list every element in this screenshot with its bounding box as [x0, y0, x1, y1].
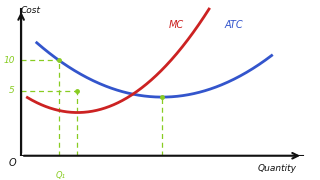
Text: MC: MC	[168, 20, 183, 30]
Text: Cost: Cost	[21, 6, 41, 15]
Text: Q₁: Q₁	[55, 171, 65, 180]
Text: O: O	[9, 158, 16, 168]
Text: 10: 10	[3, 56, 15, 65]
Text: ATC: ATC	[225, 20, 243, 30]
Text: 5: 5	[9, 86, 15, 95]
Text: Quantity: Quantity	[258, 164, 297, 173]
